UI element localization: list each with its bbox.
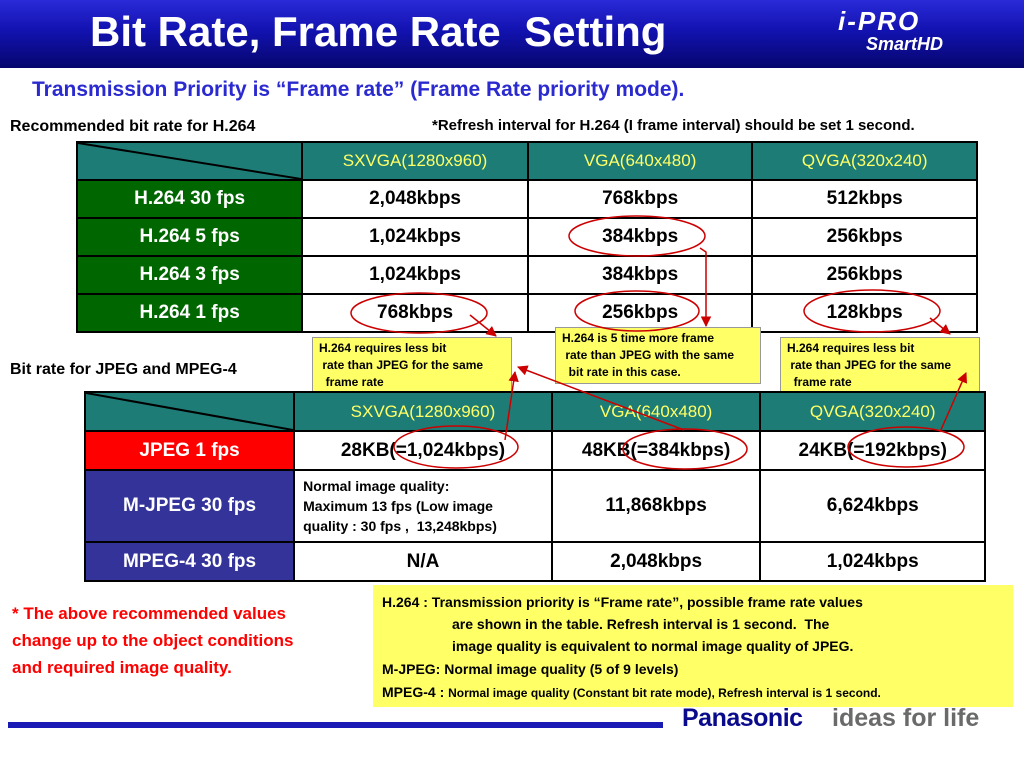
- mjpeg-quality-note: Normal image quality: Maximum 13 fps (Lo…: [303, 478, 497, 534]
- info-mpeg4-text: Normal image quality (Constant bit rate …: [448, 686, 881, 700]
- row-header: M-JPEG 30 fps: [83, 469, 296, 543]
- column-header: VGA(640x480): [526, 141, 754, 181]
- table-cell: 768kbps: [301, 293, 529, 333]
- column-header: QVGA(320x240): [759, 391, 986, 432]
- table-cell: Normal image quality: Maximum 13 fps (Lo…: [293, 469, 553, 543]
- h264-table-label: Recommended bit rate for H.264: [10, 118, 256, 135]
- info-line: M-JPEG: Normal image quality (5 of 9 lev…: [382, 661, 679, 677]
- table-cell: 256kbps: [751, 255, 978, 295]
- column-header: QVGA(320x240): [751, 141, 978, 181]
- table-row: JPEG 1 fps 28KB(=1,024kbps) 48KB(=384kbp…: [83, 430, 986, 471]
- table-cell: 48KB(=384kbps): [550, 430, 762, 471]
- row-header: H.264 5 fps: [75, 217, 304, 257]
- callout-h264-less-bitrate: H.264 requires less bit rate than JPEG f…: [780, 337, 980, 394]
- ipro-logo: i-PRO: [838, 6, 921, 36]
- info-line: H.264 : Transmission priority is “Frame …: [382, 594, 863, 610]
- table-cell: 128kbps: [751, 293, 978, 333]
- table-cell: 1,024kbps: [759, 541, 986, 582]
- jpeg-mpeg4-bitrate-table: SXVGA(1280x960) VGA(640x480) QVGA(320x24…: [83, 391, 986, 582]
- recommendation-remark: * The above recommended values change up…: [12, 604, 294, 677]
- table-cell: 11,868kbps: [550, 469, 762, 543]
- column-header: SXVGA(1280x960): [301, 141, 529, 181]
- table-row: H.264 30 fps 2,048kbps 768kbps 512kbps: [75, 179, 978, 219]
- info-mpeg4-prefix: MPEG-4 :: [382, 684, 449, 700]
- table-cell: 384kbps: [526, 217, 754, 257]
- table-header-row: SXVGA(1280x960) VGA(640x480) QVGA(320x24…: [83, 391, 986, 432]
- column-header: SXVGA(1280x960): [293, 391, 553, 432]
- table-row: H.264 5 fps 1,024kbps 384kbps 256kbps: [75, 217, 978, 257]
- table-cell: 1,024kbps: [301, 217, 529, 257]
- panasonic-logo: Panasonic: [682, 704, 803, 732]
- table-cell: 256kbps: [751, 217, 978, 257]
- row-header: H.264 3 fps: [75, 255, 304, 295]
- slide-title: Bit Rate, Frame Rate Setting: [90, 8, 667, 55]
- table-cell: 6,624kbps: [759, 469, 986, 543]
- h264-bitrate-table: SXVGA(1280x960) VGA(640x480) QVGA(320x24…: [75, 141, 978, 333]
- table-row: H.264 3 fps 1,024kbps 384kbps 256kbps: [75, 255, 978, 295]
- table-row: M-JPEG 30 fps Normal image quality: Maxi…: [83, 469, 986, 543]
- footer-divider: [8, 722, 663, 728]
- corner-cell: [75, 141, 304, 181]
- table-cell: 768kbps: [526, 179, 754, 219]
- table-cell: 28KB(=1,024kbps): [293, 430, 553, 471]
- slide-subtitle: Transmission Priority is “Frame rate” (F…: [32, 78, 685, 101]
- jpeg-table-label: Bit rate for JPEG and MPEG-4: [10, 361, 237, 378]
- info-line: are shown in the table. Refresh interval…: [452, 616, 830, 632]
- row-header: H.264 30 fps: [75, 179, 304, 219]
- table-cell: 2,048kbps: [301, 179, 529, 219]
- table-cell: 24KB(=192kbps): [759, 430, 986, 471]
- table-cell: N/A: [293, 541, 553, 582]
- callout-h264-more-framerate: H.264 is 5 time more frame rate than JPE…: [555, 327, 761, 384]
- table-row: H.264 1 fps 768kbps 256kbps 128kbps: [75, 293, 978, 333]
- info-line: MPEG-4 : Normal image quality (Constant …: [382, 684, 881, 700]
- row-header: MPEG-4 30 fps: [83, 541, 296, 582]
- callout-h264-less-bitrate: H.264 requires less bit rate than JPEG f…: [312, 337, 512, 394]
- table-cell: 1,024kbps: [301, 255, 529, 295]
- info-line: image quality is equivalent to normal im…: [452, 638, 854, 654]
- table-cell: 2,048kbps: [550, 541, 762, 582]
- column-header: VGA(640x480): [550, 391, 762, 432]
- corner-cell: [83, 391, 296, 432]
- smarthd-logo: SmartHD: [866, 34, 944, 54]
- table-cell: 512kbps: [751, 179, 978, 219]
- title-bar: Bit Rate, Frame Rate Setting i-PRO Smart…: [0, 0, 1024, 68]
- table-header-row: SXVGA(1280x960) VGA(640x480) QVGA(320x24…: [75, 141, 978, 181]
- info-box: H.264 : Transmission priority is “Frame …: [373, 585, 1013, 707]
- table-cell: 384kbps: [526, 255, 754, 295]
- row-header: JPEG 1 fps: [83, 430, 296, 471]
- refresh-note: *Refresh interval for H.264 (I frame int…: [432, 117, 915, 134]
- brand-tagline: ideas for life: [832, 704, 980, 732]
- row-header: H.264 1 fps: [75, 293, 304, 333]
- table-row: MPEG-4 30 fps N/A 2,048kbps 1,024kbps: [83, 541, 986, 582]
